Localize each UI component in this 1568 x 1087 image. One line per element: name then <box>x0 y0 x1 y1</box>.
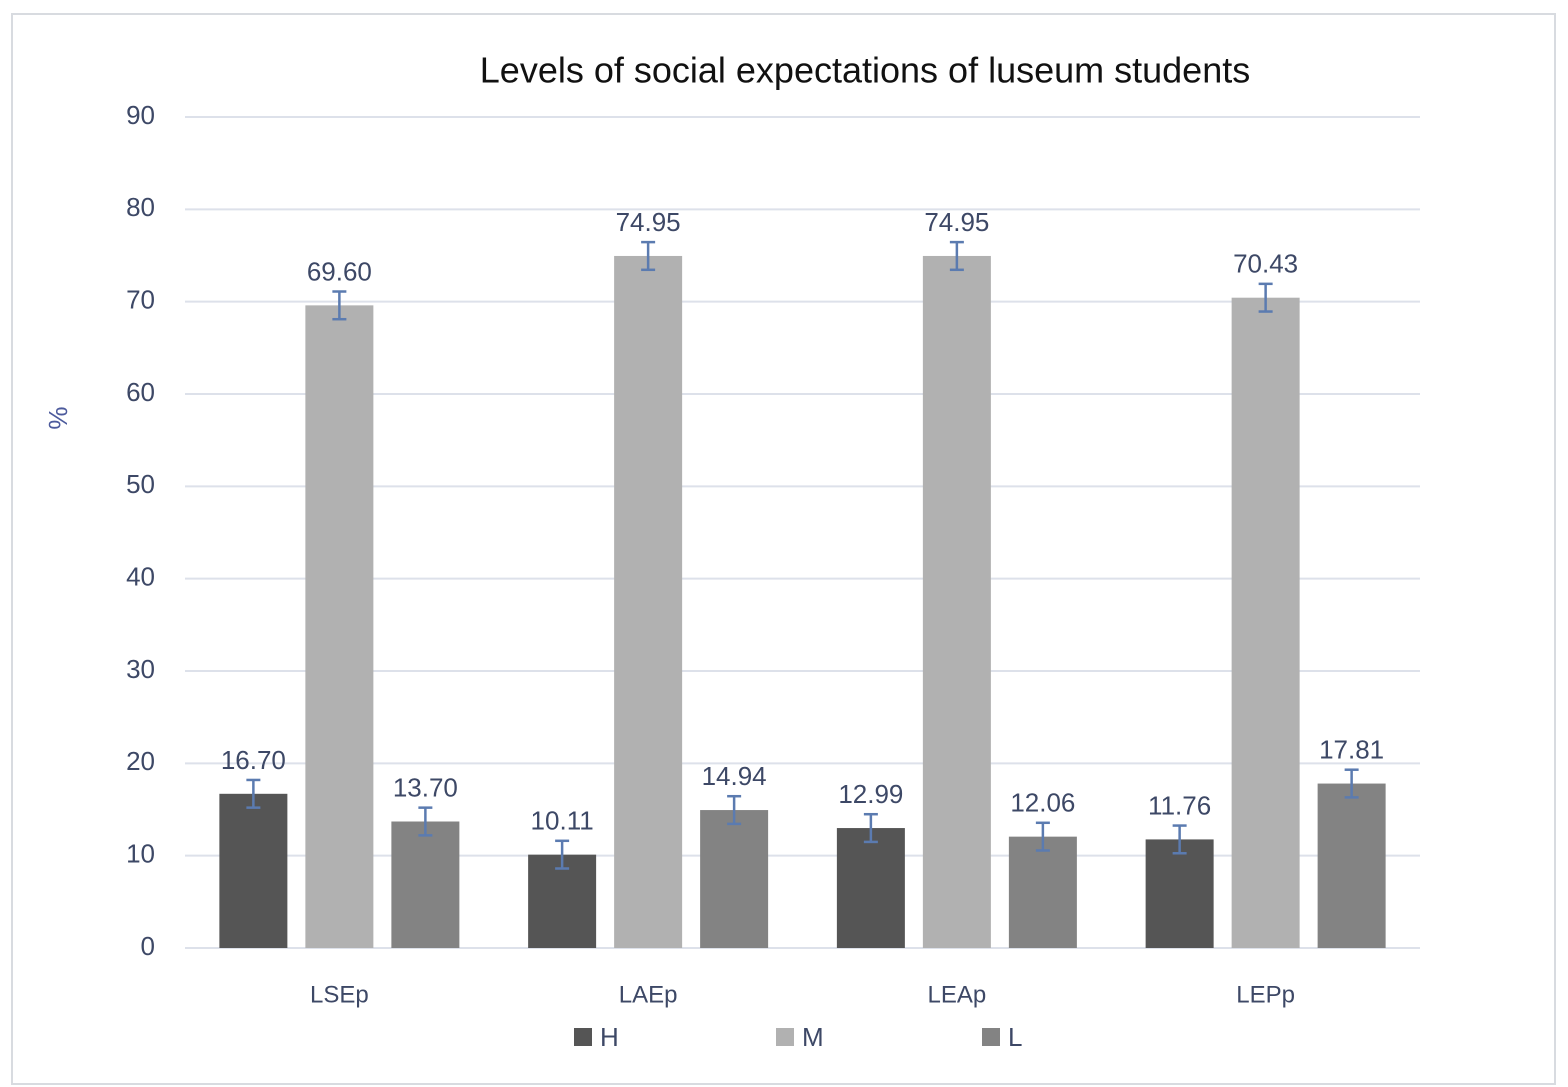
data-label: 14.94 <box>702 761 767 791</box>
y-tick-label: 10 <box>126 839 155 869</box>
bar <box>528 854 597 948</box>
bar <box>1008 836 1077 948</box>
y-tick-label: 90 <box>126 100 155 130</box>
data-label: 17.81 <box>1319 735 1384 765</box>
bar <box>1317 783 1386 948</box>
data-label: 12.99 <box>838 779 903 809</box>
data-label: 70.43 <box>1233 249 1298 279</box>
x-tick-label: LSEp <box>310 981 369 1008</box>
data-label: 16.70 <box>221 745 286 775</box>
legend-label: L <box>1008 1022 1022 1052</box>
y-tick-label: 70 <box>126 285 155 315</box>
data-label: 74.95 <box>616 207 681 237</box>
legend-swatch <box>776 1028 794 1046</box>
data-label: 10.11 <box>531 806 594 836</box>
y-tick-label: 40 <box>126 562 155 592</box>
bar <box>1231 297 1300 949</box>
y-tick-label: 50 <box>126 469 155 499</box>
y-tick-label: 0 <box>141 931 155 961</box>
legend-swatch <box>982 1028 1000 1046</box>
data-label: 13.70 <box>393 773 458 803</box>
y-tick-label: 80 <box>126 192 155 222</box>
data-label: 69.60 <box>307 256 372 286</box>
chart-title: Levels of social expectations of luseum … <box>480 50 1250 91</box>
y-axis-label: % <box>43 406 73 429</box>
y-tick-label: 60 <box>126 377 155 407</box>
bar <box>922 255 991 948</box>
bar <box>1145 839 1214 948</box>
y-tick-label: 20 <box>126 746 155 776</box>
bar <box>219 793 288 948</box>
x-tick-label: LAEp <box>619 981 678 1008</box>
bar <box>391 821 460 948</box>
bar <box>700 810 769 948</box>
bar <box>305 305 374 948</box>
legend-label: M <box>802 1022 824 1052</box>
x-tick-label: LEAp <box>928 981 987 1008</box>
y-tick-label: 30 <box>126 654 155 684</box>
bar <box>836 828 905 948</box>
data-label: 12.06 <box>1010 788 1075 818</box>
x-tick-label: LEPp <box>1236 981 1295 1008</box>
legend-swatch <box>574 1028 592 1046</box>
legend-label: H <box>600 1022 619 1052</box>
data-label: 74.95 <box>924 207 989 237</box>
bar <box>614 255 683 948</box>
data-label: 11.76 <box>1148 790 1211 820</box>
